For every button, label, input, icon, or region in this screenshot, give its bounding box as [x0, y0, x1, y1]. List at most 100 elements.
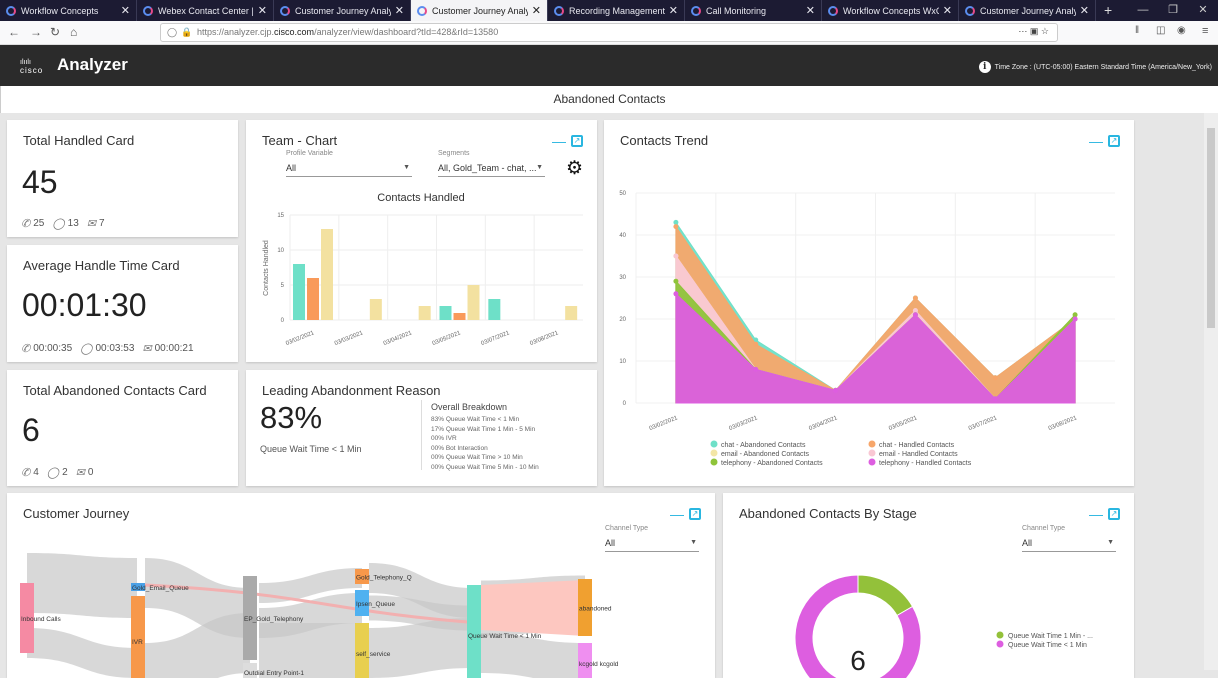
expand-icon[interactable]: ↗	[571, 135, 583, 147]
sankey-node-label: self_service	[356, 651, 391, 658]
email-icon: ✉	[75, 467, 85, 479]
total-handled-card: Total Handled Card 45 ✆ 25 ◯ 13 ✉ 7	[7, 120, 238, 237]
tab-close-icon[interactable]: ✕	[942, 5, 952, 17]
home-icon[interactable]: ⌂	[70, 25, 78, 39]
browser-tab[interactable]: Customer Journey Analyzer✕	[274, 0, 411, 21]
reload-icon[interactable]: ↻	[50, 25, 61, 39]
browser-tab[interactable]: Recording Management ✕	[548, 0, 685, 21]
select-value: All, Gold_Team - chat, ...	[438, 163, 537, 173]
x-tick-label: 03/08/2021	[1048, 415, 1079, 432]
dashboard-title: Abandoned Contacts	[0, 86, 1218, 113]
chart-title: Contacts Handled	[377, 192, 464, 204]
url-domain: cisco.com	[274, 27, 315, 37]
card-title: Average Handle Time Card	[23, 258, 180, 273]
bar	[369, 299, 382, 320]
tab-close-icon[interactable]: ✕	[394, 5, 404, 17]
menu-icon[interactable]: ≡	[1202, 25, 1209, 37]
lock-icon: 🔒	[181, 27, 193, 37]
sidebar-icon[interactable]: ◫	[1156, 25, 1166, 36]
settings-gear-icon[interactable]: ⚙	[566, 158, 584, 179]
account-icon[interactable]: ◉	[1177, 25, 1186, 36]
sankey-node	[243, 576, 257, 660]
legend-label: Queue Wait Time 1 Min - ...	[1008, 633, 1093, 640]
restore-window-icon[interactable]: ❐	[1168, 4, 1178, 16]
close-window-icon[interactable]: ✕	[1198, 4, 1208, 16]
bar	[439, 306, 452, 320]
minimize-icon[interactable]: —	[1089, 133, 1103, 149]
leading-percent: 83%	[260, 400, 323, 435]
x-tick-label: 03/07/2021	[968, 415, 999, 432]
select-label: Profile Variable	[286, 150, 333, 157]
tab-close-icon[interactable]: ✕	[531, 5, 541, 17]
expand-icon[interactable]: ↗	[1108, 508, 1120, 520]
data-point	[673, 253, 679, 259]
chat-count: 2	[62, 467, 68, 478]
chat-icon: ◯	[52, 218, 65, 230]
phone-icon: ✆	[21, 218, 31, 230]
info-icon[interactable]: i	[978, 61, 991, 73]
tab-favicon-icon	[6, 5, 16, 16]
data-point	[753, 366, 759, 372]
minimize-icon[interactable]: —	[552, 133, 566, 149]
segments-select[interactable]: Segments All, Gold_Team - chat, ... ▼	[438, 150, 545, 177]
email-count: 0	[87, 467, 94, 478]
tab-close-icon[interactable]: ✕	[257, 5, 267, 17]
breakdown-list: 83% Queue Wait Time < 1 Min 17% Queue Wai…	[431, 415, 539, 472]
expand-icon[interactable]: ↗	[1108, 135, 1120, 147]
y-tick-label: 10	[619, 359, 626, 365]
url-bar[interactable]: ◯ 🔒 https://analyzer.cjp.cisco.com/analy…	[160, 23, 1058, 42]
sankey-flow	[369, 618, 473, 678]
channel-type-select[interactable]: Channel Type All ▼	[1022, 525, 1116, 552]
y-tick-label: 20	[619, 317, 626, 323]
tab-favicon-icon	[417, 5, 427, 16]
tab-label: Call Monitoring	[706, 5, 767, 16]
tab-favicon-icon	[143, 5, 153, 16]
sankey-node-label: Queue Wait Time < 1 Min	[468, 633, 542, 640]
minimize-icon[interactable]: —	[670, 506, 684, 522]
phone-icon: ✆	[21, 343, 31, 355]
data-point	[673, 278, 679, 284]
browser-tab[interactable]: Workflow Concepts WxCC ✕	[822, 0, 959, 21]
breakdown-item: 17% Queue Wait Time 1 Min - 5 Min	[431, 425, 536, 433]
expand-icon[interactable]: ↗	[689, 508, 701, 520]
customer-journey-sankey: Inbound Calls Gold_Email_Queue IVR EP_Gold_…	[20, 553, 619, 678]
browser-tab[interactable]: Webex Contact Center | My L✕	[137, 0, 274, 21]
browser-tab[interactable]: Workflow Concepts ✕	[0, 0, 137, 21]
tab-close-icon[interactable]: ✕	[1079, 5, 1089, 17]
scrollbar-thumb[interactable]	[1207, 128, 1215, 328]
library-icon[interactable]: ‖	[1135, 25, 1140, 36]
sankey-flow	[145, 613, 250, 678]
card-tools: — ↗	[1089, 133, 1120, 149]
tab-close-icon[interactable]: ✕	[120, 5, 130, 17]
tab-label: Webex Contact Center | My L	[158, 5, 254, 16]
legend-swatch	[868, 449, 876, 457]
legend-swatch	[710, 440, 718, 448]
tab-favicon-icon	[828, 5, 838, 16]
browser-tab[interactable]: Customer Journey Analyzer✕	[411, 0, 548, 21]
tab-close-icon[interactable]: ✕	[805, 5, 815, 17]
minimize-icon[interactable]: —	[1089, 506, 1103, 522]
x-tick-label: 03/03/2021	[728, 415, 759, 432]
back-icon[interactable]: ←	[8, 25, 20, 39]
page-actions-icons[interactable]: ⋯ ▣ ☆	[1018, 26, 1049, 36]
sankey-flow	[259, 568, 362, 603]
tab-close-icon[interactable]: ✕	[668, 5, 678, 17]
chat-icon: ◯	[46, 467, 60, 479]
forward-icon[interactable]: →	[30, 25, 42, 39]
sankey-node-label: Gold_Telephony_Q	[356, 575, 412, 582]
x-tick-label: 03/05/2021	[888, 415, 919, 432]
profile-variable-select[interactable]: Profile Variable All ▼	[286, 150, 412, 177]
phone-count: 4	[33, 467, 39, 478]
minimize-window-icon[interactable]: —	[1137, 4, 1149, 16]
browser-tab[interactable]: Call Monitoring ✕	[685, 0, 822, 21]
card-title: Customer Journey	[23, 506, 130, 521]
bar	[307, 278, 319, 320]
x-tick-label: 03/08/2021	[529, 330, 560, 347]
breakdown-item: 83% Queue Wait Time < 1 Min	[431, 416, 520, 423]
new-tab-icon[interactable]: +	[1104, 2, 1113, 18]
browser-nav-bar: ← → ↻ ⌂ ◯ 🔒 https://analyzer.cjp.cisco.c…	[0, 21, 1218, 45]
channel-type-select[interactable]: Channel Type All ▼	[605, 525, 699, 552]
browser-tab[interactable]: Customer Journey Analyzer✕	[959, 0, 1096, 21]
bar	[321, 229, 333, 320]
chat-time: 00:03:53	[95, 343, 135, 354]
